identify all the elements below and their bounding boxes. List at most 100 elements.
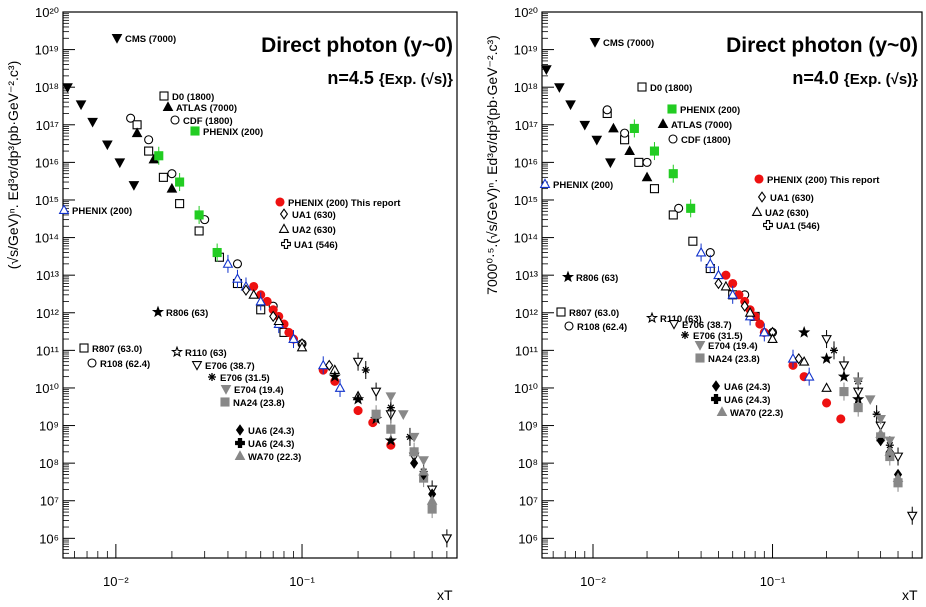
data-point [370, 387, 382, 398]
legend-marker [637, 82, 647, 92]
data-point [167, 169, 177, 179]
data-point [838, 361, 850, 372]
legend-marker [589, 38, 601, 48]
series-e704-19-4 [385, 392, 429, 466]
legend-label: WA70 (22.3) [730, 408, 783, 419]
data-point [328, 370, 341, 382]
legend-entry-e706-38-7: E706 (38.7) [668, 320, 732, 331]
data-point [144, 135, 154, 145]
asterisk-stroke [362, 366, 370, 374]
y-tick-label: 10¹⁴ [35, 231, 59, 246]
data-point [821, 382, 832, 392]
data-point [541, 65, 552, 75]
y-tick-label: 10¹⁵ [514, 193, 538, 208]
subtitle-main: n=4.5 [327, 68, 379, 88]
data-point [727, 289, 739, 299]
legend-entry-r110-63: R110 (63) [645, 311, 702, 325]
data-point [222, 258, 234, 268]
data-point [755, 319, 765, 329]
data-point [154, 151, 164, 161]
legend-marker [191, 361, 203, 371]
legend-label: ATLAS (7000) [176, 103, 237, 114]
legend-label: E704 (19.4) [708, 341, 758, 352]
data-point [853, 403, 863, 413]
data-point [758, 326, 770, 337]
data-point [620, 128, 630, 138]
legend-label: UA6 (24.3) [724, 395, 770, 406]
data-point [634, 157, 644, 167]
legend-marker [757, 191, 767, 203]
data-point [554, 83, 565, 93]
x-tick-label: 10⁻² [580, 574, 606, 589]
legend-entry-r807-63-0: R807 (63.0) [79, 343, 142, 355]
legend-entry-r108-62-4: R108 (62.4) [87, 358, 150, 370]
legend-entry-r807-63-0: R807 (63.0) [556, 307, 619, 319]
data-point [334, 382, 346, 392]
y-tick-label: 10¹⁹ [514, 43, 538, 58]
legend-label: PHENIX (200) [72, 206, 132, 217]
data-point [624, 145, 635, 156]
data-point [642, 157, 652, 167]
data-point [864, 395, 876, 406]
data-point [317, 359, 329, 370]
data-point [798, 355, 810, 366]
series-e704-19-4 [852, 377, 896, 447]
y-tick-label: 10⁸ [518, 456, 538, 471]
chart-panel-right: 10⁶ 10⁷ 10⁸ 10⁹ 10¹⁰ 10¹¹ 10¹² 10¹³ 10¹⁴ 10¹⁵ 10¹⁶… [484, 5, 923, 603]
legend-marker [79, 343, 89, 353]
legend-label: CMS (7000) [603, 38, 654, 49]
x-tick-label: 10⁻¹ [289, 574, 315, 589]
data-point [744, 307, 756, 317]
data-point [822, 398, 832, 408]
legend-marker [279, 208, 289, 220]
data-point [386, 424, 396, 434]
legend-entry-ua1-630: UA1 (630) [757, 191, 814, 204]
data-point [837, 370, 851, 382]
y-tick-label: 10¹² [36, 306, 60, 321]
legend-entry-wa70-22-3: WA70 (22.3) [716, 406, 783, 419]
legend-entry-ua2-630: UA2 (630) [278, 223, 336, 236]
data-point [288, 333, 299, 343]
legend-entry-ua6-24-3: UA6 (24.3) [235, 424, 294, 437]
y-tick-label: 10¹⁸ [35, 80, 59, 95]
data-point [194, 210, 204, 220]
y-tick-label: 10²⁰ [514, 5, 538, 20]
series-cms-7000 [541, 65, 616, 169]
legend-entry-r806-63: R806 (63) [151, 305, 208, 319]
y-tick-label: 10¹⁹ [35, 43, 59, 58]
legend-entry-r108-62-4: R108 (62.4) [564, 321, 627, 333]
series-atlas-7000 [131, 127, 178, 193]
legend-label: WA70 (22.3) [248, 452, 301, 463]
legend-marker [278, 223, 290, 233]
plot-frame [541, 11, 923, 559]
legend-label: R806 (63) [576, 273, 618, 284]
legend-label: UA6 (24.3) [248, 426, 294, 437]
x-axis-title: xT [902, 587, 918, 603]
y-tick-label: 10⁷ [40, 494, 59, 509]
legend-entry-e704-19-4: E704 (19.4) [220, 385, 284, 396]
legend-entry-ua6-24-3: UA6 (24.3) [711, 394, 770, 406]
data-point [649, 184, 660, 194]
data-point [686, 203, 696, 213]
series-e706-38-7 [821, 330, 918, 525]
legend-marker [281, 239, 291, 249]
legend-entry-phenix-200: PHENIX (200) [58, 204, 132, 217]
data-point [397, 410, 409, 420]
series-ua1-630 [714, 277, 803, 365]
legend-marker [190, 126, 200, 136]
y-tick-label: 10⁷ [519, 494, 538, 509]
legend-entry-ua1-546: UA1 (546) [281, 239, 338, 251]
data-point [875, 414, 886, 425]
series-atlas-7000 [608, 122, 653, 182]
data-point [641, 171, 653, 182]
y-axis-title: 7000⁰·⁵.(√s/GeV)ⁿ. Ed³σ/dp³(pb·GeV⁻².c³) [484, 35, 500, 295]
y-tick-label: 10¹⁸ [514, 80, 538, 95]
legend-entry-phenix-200: PHENIX (200) [667, 104, 740, 116]
series-cms-7000 [62, 83, 140, 191]
data-point [704, 258, 716, 268]
data-point [114, 158, 126, 169]
legend-entry-cms-7000: CMS (7000) [111, 34, 176, 45]
y-tick-label: 10¹³ [515, 268, 539, 283]
legend-entry-d0-1800: D0 (1800) [159, 91, 214, 103]
y-tick-label: 10¹⁵ [35, 193, 59, 208]
